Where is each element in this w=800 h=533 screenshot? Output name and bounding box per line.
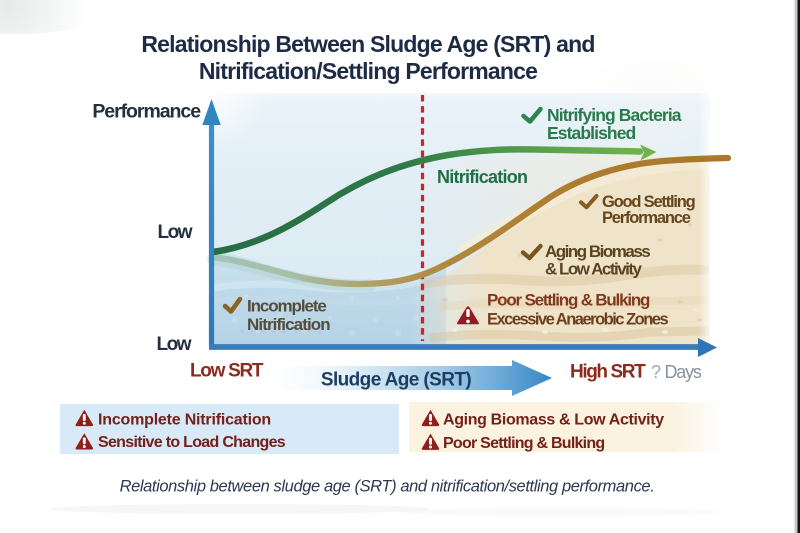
svg-text:Nitrifying Bacteria: Nitrifying Bacteria <box>547 105 682 125</box>
svg-text:?: ? <box>651 362 661 382</box>
svg-text:Nitrification/Settling Perform: Nitrification/Settling Performance <box>199 58 537 84</box>
svg-text:& Low Activity: & Low Activity <box>545 260 643 279</box>
svg-text:Incomplete Nitrification: Incomplete Nitrification <box>98 412 271 429</box>
svg-text:High SRT: High SRT <box>570 362 646 383</box>
svg-text:Low SRT: Low SRT <box>190 361 264 382</box>
svg-text:Low: Low <box>158 222 193 243</box>
svg-text:Low: Low <box>157 334 192 355</box>
svg-text:Relationship Between Sludge Ag: Relationship Between Sludge Age (SRT) an… <box>141 31 594 57</box>
svg-text:Sludge Age (SRT): Sludge Age (SRT) <box>321 370 471 391</box>
svg-text:Performance: Performance <box>602 209 691 227</box>
svg-text:Poor Settling & Bulking: Poor Settling & Bulking <box>443 435 604 452</box>
svg-text:Established: Established <box>547 123 636 143</box>
svg-text:Aging Biomass: Aging Biomass <box>545 242 650 261</box>
svg-text:Days: Days <box>665 362 702 382</box>
svg-text:Relationship between sludge ag: Relationship between sludge age (SRT) an… <box>120 478 655 496</box>
svg-text:Nitrification: Nitrification <box>247 315 330 334</box>
svg-text:Excessive Anaerobic Zones: Excessive Anaerobic Zones <box>487 311 668 329</box>
svg-text:Incomplete: Incomplete <box>247 297 326 316</box>
svg-text:Performance: Performance <box>92 101 201 123</box>
svg-text:Sensitive to Load Changes: Sensitive to Load Changes <box>98 434 286 451</box>
svg-text:Aging Biomass & Low Activity: Aging Biomass & Low Activity <box>443 412 664 429</box>
svg-text:Nitrification: Nitrification <box>437 167 527 187</box>
svg-text:Good Settling: Good Settling <box>602 193 695 211</box>
svg-text:Poor Settling & Bulking: Poor Settling & Bulking <box>487 291 650 310</box>
